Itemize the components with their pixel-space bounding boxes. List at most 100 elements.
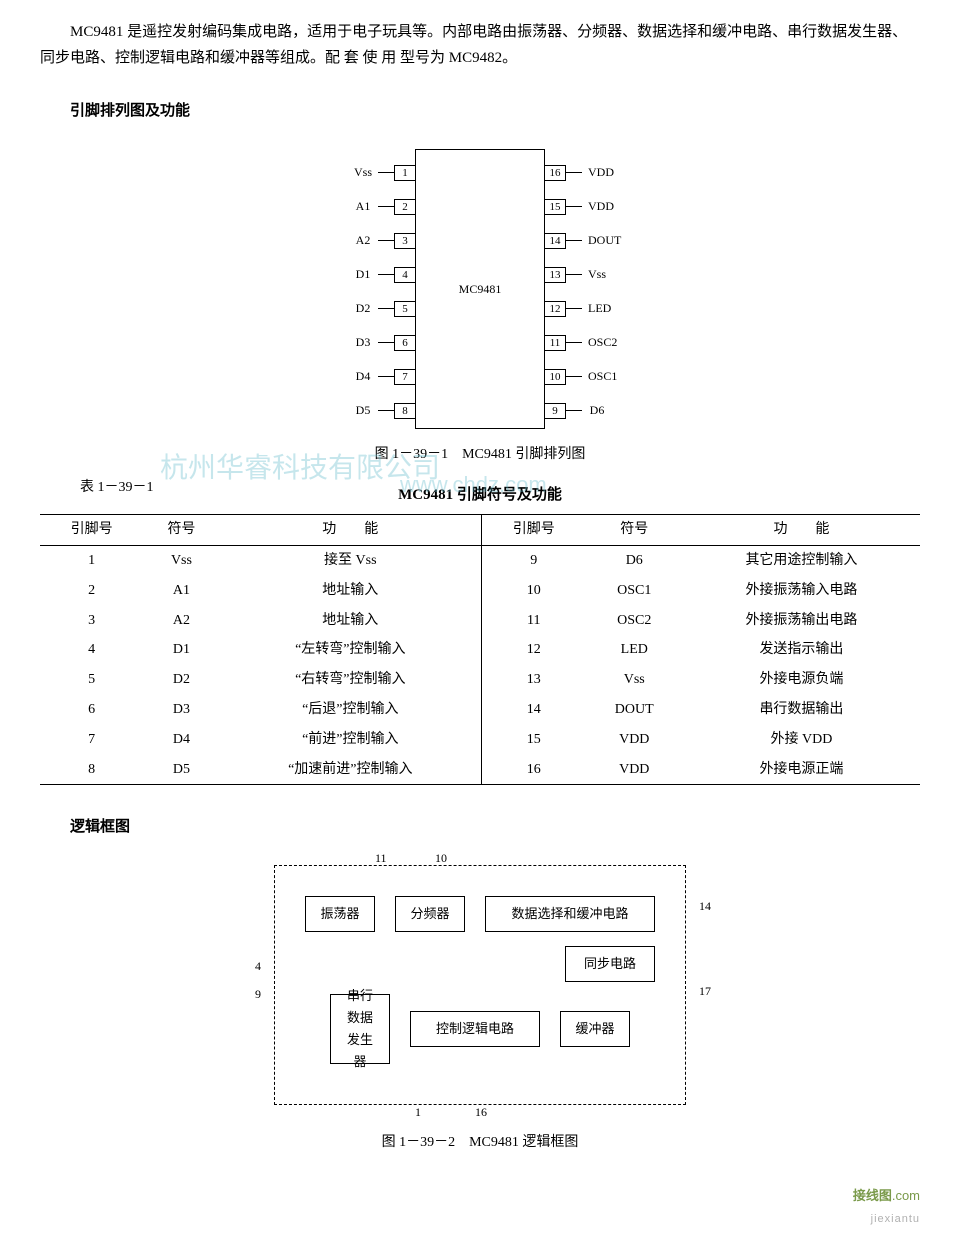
th-pin: 引脚号 bbox=[481, 515, 585, 546]
pin-num: 13 bbox=[544, 267, 566, 283]
th-func: 功 能 bbox=[683, 515, 920, 546]
pin-label: LED bbox=[582, 298, 617, 318]
table-cell: 6 bbox=[40, 695, 143, 725]
pin-num: 12 bbox=[544, 301, 566, 317]
pin-label: D1 bbox=[348, 264, 378, 284]
figure2-caption: 图 1－39－2 MC9481 逻辑框图 bbox=[40, 1131, 920, 1155]
table-cell: 5 bbox=[40, 665, 143, 695]
table-row: 8D5“加速前进”控制输入16VDD外接电源正端 bbox=[40, 755, 920, 785]
table-cell: “前进”控制输入 bbox=[220, 725, 482, 755]
pin-label: D3 bbox=[348, 332, 378, 352]
footer-watermark: 接线图.com jiexiantu bbox=[40, 1185, 920, 1229]
block-serial-gen: 串行 数据 发生器 bbox=[330, 994, 390, 1064]
pin-label: D6 bbox=[582, 400, 612, 420]
pinout-diagram: MC9481 Vss1 A12 A23 D14 D25 D36 D47 D58 … bbox=[40, 149, 920, 429]
table-cell: A1 bbox=[143, 576, 219, 606]
table-row: 5D2“右转弯”控制输入13Vss外接电源负端 bbox=[40, 665, 920, 695]
bd-pin: 10 bbox=[435, 848, 447, 868]
table-cell: 11 bbox=[481, 606, 585, 636]
table-cell: D1 bbox=[143, 635, 219, 665]
pin-num: 4 bbox=[394, 267, 416, 283]
table-cell: 16 bbox=[481, 755, 585, 785]
table-cell: D4 bbox=[143, 725, 219, 755]
bd-pin: 11 bbox=[375, 848, 387, 868]
table-cell: 3 bbox=[40, 606, 143, 636]
pin-label: D4 bbox=[348, 366, 378, 386]
pin-num: 14 bbox=[544, 233, 566, 249]
bd-pin: 14 bbox=[699, 896, 711, 916]
table-cell: 9 bbox=[481, 546, 585, 576]
pin-num: 2 bbox=[394, 199, 416, 215]
table-cell: 外接 VDD bbox=[683, 725, 920, 755]
footer-com: .com bbox=[892, 1188, 920, 1203]
section-block-title: 逻辑框图 bbox=[40, 815, 920, 841]
block-oscillator: 振荡器 bbox=[305, 896, 375, 932]
pin-label: VDD bbox=[582, 196, 620, 216]
block-buffer: 缓冲器 bbox=[560, 1011, 630, 1047]
table-cell: 发送指示输出 bbox=[683, 635, 920, 665]
pin-num: 5 bbox=[394, 301, 416, 317]
pin-function-table: 引脚号 符号 功 能 引脚号 符号 功 能 1Vss接至 Vss9D6其它用途控… bbox=[40, 514, 920, 785]
table-cell: “左转弯”控制输入 bbox=[220, 635, 482, 665]
footer-cn: 接线图 bbox=[853, 1188, 892, 1203]
table-cell: “后退”控制输入 bbox=[220, 695, 482, 725]
th-sym: 符号 bbox=[586, 515, 683, 546]
table-cell: 外接振荡输入电路 bbox=[683, 576, 920, 606]
pin-num: 1 bbox=[394, 165, 416, 181]
th-func: 功 能 bbox=[220, 515, 482, 546]
pin-num: 3 bbox=[394, 233, 416, 249]
bd-pin: 16 bbox=[475, 1102, 487, 1122]
chip-name: MC9481 bbox=[459, 278, 502, 298]
table-cell: 14 bbox=[481, 695, 585, 725]
table-cell: 13 bbox=[481, 665, 585, 695]
pin-num: 9 bbox=[544, 403, 566, 419]
block-data-select-buffer: 数据选择和缓冲电路 bbox=[485, 896, 655, 932]
table-row: 6D3“后退”控制输入14DOUT串行数据输出 bbox=[40, 695, 920, 725]
pin-label: Vss bbox=[582, 264, 612, 284]
table-row: 7D4“前进”控制输入15VDD外接 VDD bbox=[40, 725, 920, 755]
table-row: 2A1地址输入10OSC1外接振荡输入电路 bbox=[40, 576, 920, 606]
table-cell: VDD bbox=[586, 755, 683, 785]
pin-label: D5 bbox=[348, 400, 378, 420]
table-cell: 地址输入 bbox=[220, 606, 482, 636]
footer-py: jiexiantu bbox=[871, 1213, 920, 1225]
block-control-logic: 控制逻辑电路 bbox=[410, 1011, 540, 1047]
table-cell: 外接振荡输出电路 bbox=[683, 606, 920, 636]
pin-label: VDD bbox=[582, 162, 620, 182]
table-cell: 12 bbox=[481, 635, 585, 665]
th-sym: 符号 bbox=[143, 515, 219, 546]
table-cell: LED bbox=[586, 635, 683, 665]
table-cell: “右转弯”控制输入 bbox=[220, 665, 482, 695]
table-cell: 7 bbox=[40, 725, 143, 755]
table-cell: “加速前进”控制输入 bbox=[220, 755, 482, 785]
pin-num: 7 bbox=[394, 369, 416, 385]
section-pin-title: 引脚排列图及功能 bbox=[40, 99, 920, 125]
table-cell: 10 bbox=[481, 576, 585, 606]
table-cell: 2 bbox=[40, 576, 143, 606]
pin-num: 16 bbox=[544, 165, 566, 181]
bd-pin: 9 bbox=[255, 984, 261, 1004]
table-row: 3A2地址输入11OSC2外接振荡输出电路 bbox=[40, 606, 920, 636]
table-cell: 4 bbox=[40, 635, 143, 665]
pin-num: 15 bbox=[544, 199, 566, 215]
bd-pin: 4 bbox=[255, 956, 261, 976]
pin-num: 8 bbox=[394, 403, 416, 419]
table-label: 表 1－39－1 bbox=[40, 476, 154, 500]
table-cell: 15 bbox=[481, 725, 585, 755]
bd-pin: 1 bbox=[415, 1102, 421, 1122]
pin-num: 11 bbox=[544, 335, 566, 351]
table-cell: Vss bbox=[586, 665, 683, 695]
block-diagram: 11 10 14 4 9 1 16 17 振荡器 分频器 数据选择和缓冲电路 同… bbox=[40, 865, 920, 1105]
figure1-caption: 图 1－39－1 MC9481 引脚排列图 bbox=[40, 443, 920, 467]
table-cell: VDD bbox=[586, 725, 683, 755]
block-divider: 分频器 bbox=[395, 896, 465, 932]
pin-num: 10 bbox=[544, 369, 566, 385]
table-cell: A2 bbox=[143, 606, 219, 636]
table-cell: OSC1 bbox=[586, 576, 683, 606]
table-cell: 接至 Vss bbox=[220, 546, 482, 576]
table-cell: D5 bbox=[143, 755, 219, 785]
pin-label: A1 bbox=[348, 196, 378, 216]
chip-body: MC9481 Vss1 A12 A23 D14 D25 D36 D47 D58 … bbox=[415, 149, 545, 429]
table-cell: 地址输入 bbox=[220, 576, 482, 606]
pin-label: Vss bbox=[348, 162, 378, 182]
